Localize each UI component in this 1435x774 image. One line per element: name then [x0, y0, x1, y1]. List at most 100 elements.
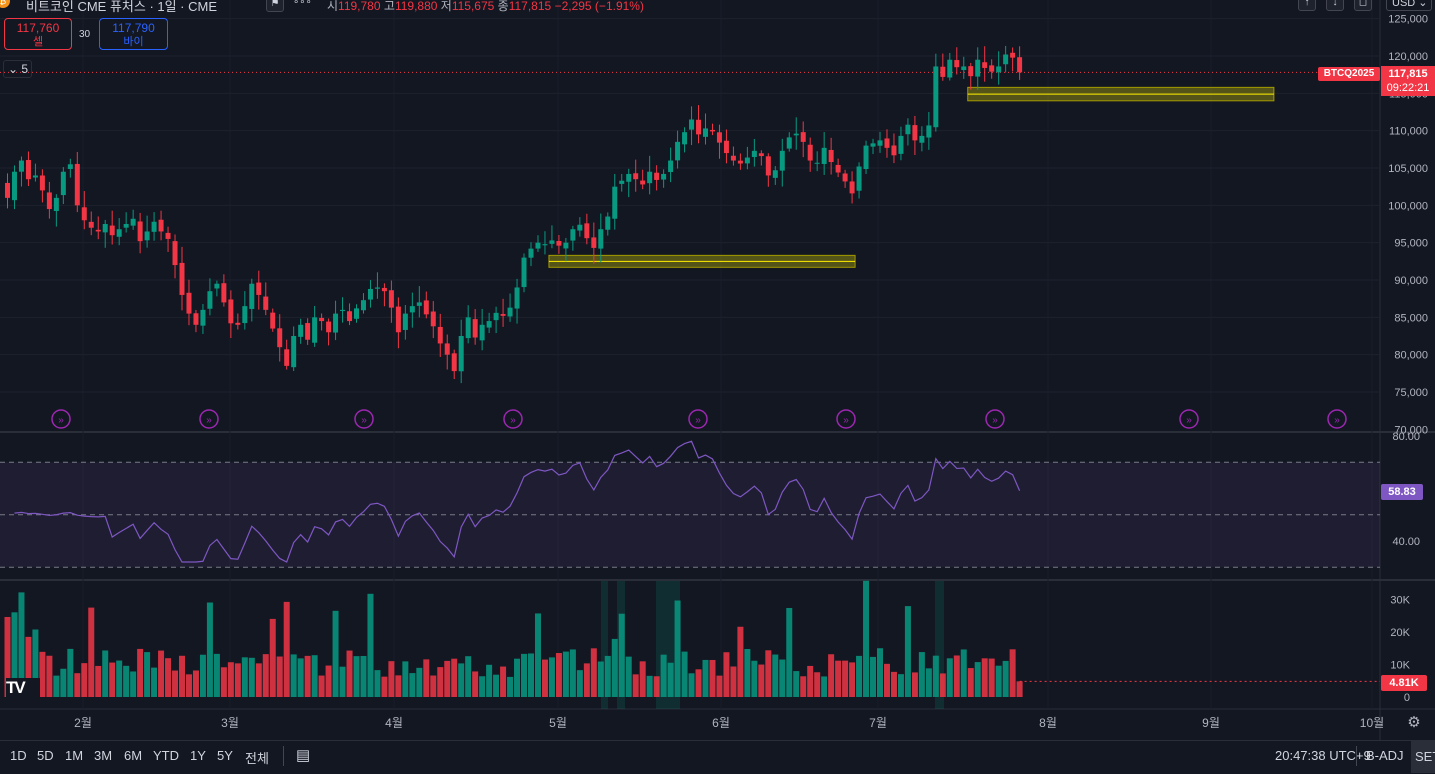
- flag-icon[interactable]: ⚑: [266, 0, 284, 12]
- sell-label: 셀: [32, 36, 44, 48]
- volume-bar: [39, 651, 46, 697]
- candle: [549, 240, 555, 244]
- time-axis-label: 2월: [74, 716, 92, 730]
- buy-price: 117,790: [112, 21, 155, 35]
- candle: [256, 282, 262, 295]
- volume-bar: [46, 655, 53, 697]
- volume-bar: [514, 658, 521, 697]
- candle: [416, 302, 422, 306]
- candle: [53, 197, 59, 212]
- volume-bar: [227, 662, 234, 697]
- timeframe-1d[interactable]: 1D: [10, 748, 27, 763]
- time-axis-label: 5월: [549, 716, 567, 730]
- volume-bar: [953, 655, 960, 697]
- volume-bar: [779, 659, 786, 697]
- event-marker: [51, 409, 71, 429]
- volume-bar: [179, 655, 185, 697]
- candle: [570, 229, 576, 241]
- square-icon[interactable]: ◻: [1354, 0, 1372, 11]
- candle: [905, 124, 911, 135]
- candle: [11, 171, 17, 201]
- gear-icon[interactable]: ⚙: [1407, 714, 1421, 731]
- candle: [430, 311, 436, 327]
- timeframe-ytd[interactable]: YTD: [153, 748, 179, 763]
- sell-button[interactable]: 117,760 셀: [4, 18, 72, 50]
- volume-bar: [911, 672, 918, 697]
- event-marker-icon: »: [1334, 415, 1340, 426]
- volume-bar: [360, 655, 367, 697]
- timeframe-all[interactable]: 전체: [245, 751, 269, 766]
- candle: [298, 324, 304, 337]
- candle: [723, 140, 729, 154]
- volume-bar: [723, 652, 730, 697]
- volume-bar: [95, 665, 102, 697]
- volume-bar: [458, 663, 465, 697]
- timeframe-1y[interactable]: 1Y: [190, 748, 206, 763]
- volume-bar: [835, 660, 842, 697]
- tradingview-logo[interactable]: TV: [6, 678, 40, 698]
- volume-bar: [451, 658, 458, 697]
- volume-bar: [849, 662, 856, 697]
- candle: [444, 343, 450, 355]
- volume-bar: [904, 606, 911, 697]
- volume-tick-label: 10K: [1390, 659, 1410, 671]
- candle: [95, 229, 101, 232]
- price-tick-label: 105,000: [1388, 163, 1428, 175]
- chevron-down-icon: ⌄: [8, 62, 19, 76]
- currency-select[interactable]: USD ⌄: [1386, 0, 1432, 11]
- more-icon[interactable]: ∘∘∘: [293, 0, 312, 8]
- volume-bar: [465, 656, 472, 697]
- arrow-down-icon[interactable]: ↓: [1326, 0, 1344, 11]
- volume-bar: [339, 666, 346, 697]
- candle: [828, 149, 834, 163]
- event-marker: [503, 409, 523, 429]
- timeframe-3m[interactable]: 3M: [94, 748, 113, 763]
- badj-toggle[interactable]: B-ADJ: [1366, 748, 1404, 763]
- candle: [744, 157, 750, 164]
- volume-bar: [576, 670, 583, 697]
- candle: [514, 287, 520, 309]
- timeframe-1m[interactable]: 1M: [65, 748, 84, 763]
- ohlc-readout: 시119,780 고119,880 저115,675 종117,815 −2,2…: [327, 0, 644, 13]
- timeframe-6m[interactable]: 6M: [124, 748, 143, 763]
- candle: [661, 173, 667, 180]
- event-marker: [354, 409, 374, 429]
- candle: [654, 172, 660, 180]
- last-price: 117,815: [1388, 68, 1428, 80]
- buy-button[interactable]: 117,790 바이: [99, 18, 168, 50]
- volume-bar: [932, 655, 939, 697]
- volume-bar: [890, 671, 897, 697]
- candle: [437, 326, 443, 344]
- timeframe-5d[interactable]: 5D: [37, 748, 54, 763]
- volume-bar: [395, 675, 402, 697]
- price-tick-label: 125,000: [1388, 14, 1428, 26]
- volume-bar: [325, 665, 332, 697]
- event-marker: [199, 409, 219, 429]
- time-axis-label: 10월: [1360, 716, 1384, 730]
- price-tick-label: 80,000: [1394, 350, 1428, 362]
- volume-bar: [688, 673, 695, 697]
- candle: [521, 257, 527, 288]
- volume-bar: [353, 656, 360, 697]
- volume-bar: [416, 667, 423, 697]
- timeframe-5y[interactable]: 5Y: [217, 748, 233, 763]
- candle: [619, 180, 625, 184]
- indicator-toggle[interactable]: ⌄ 5: [3, 60, 32, 78]
- symbol-title[interactable]: 비트코인 CME 퓨처스 · 1일 · CME: [26, 0, 218, 14]
- candle: [849, 181, 855, 194]
- arrow-up-icon[interactable]: ↑: [1298, 0, 1316, 11]
- set-toggle[interactable]: SET: [1411, 740, 1435, 773]
- volume-bar: [528, 653, 534, 697]
- last-price-tag: 117,815 09:22:21: [1381, 66, 1435, 96]
- candle: [277, 328, 283, 348]
- candle: [989, 65, 995, 72]
- price-tick-label: 100,000: [1388, 200, 1428, 212]
- calendar-range-icon[interactable]: ▤: [296, 747, 311, 764]
- candle: [898, 135, 904, 154]
- candle: [891, 145, 897, 156]
- volume-bar: [1009, 649, 1016, 697]
- candle: [109, 225, 115, 236]
- volume-bar: [765, 650, 772, 697]
- clock[interactable]: 20:47:38 UTC+9: [1275, 748, 1371, 763]
